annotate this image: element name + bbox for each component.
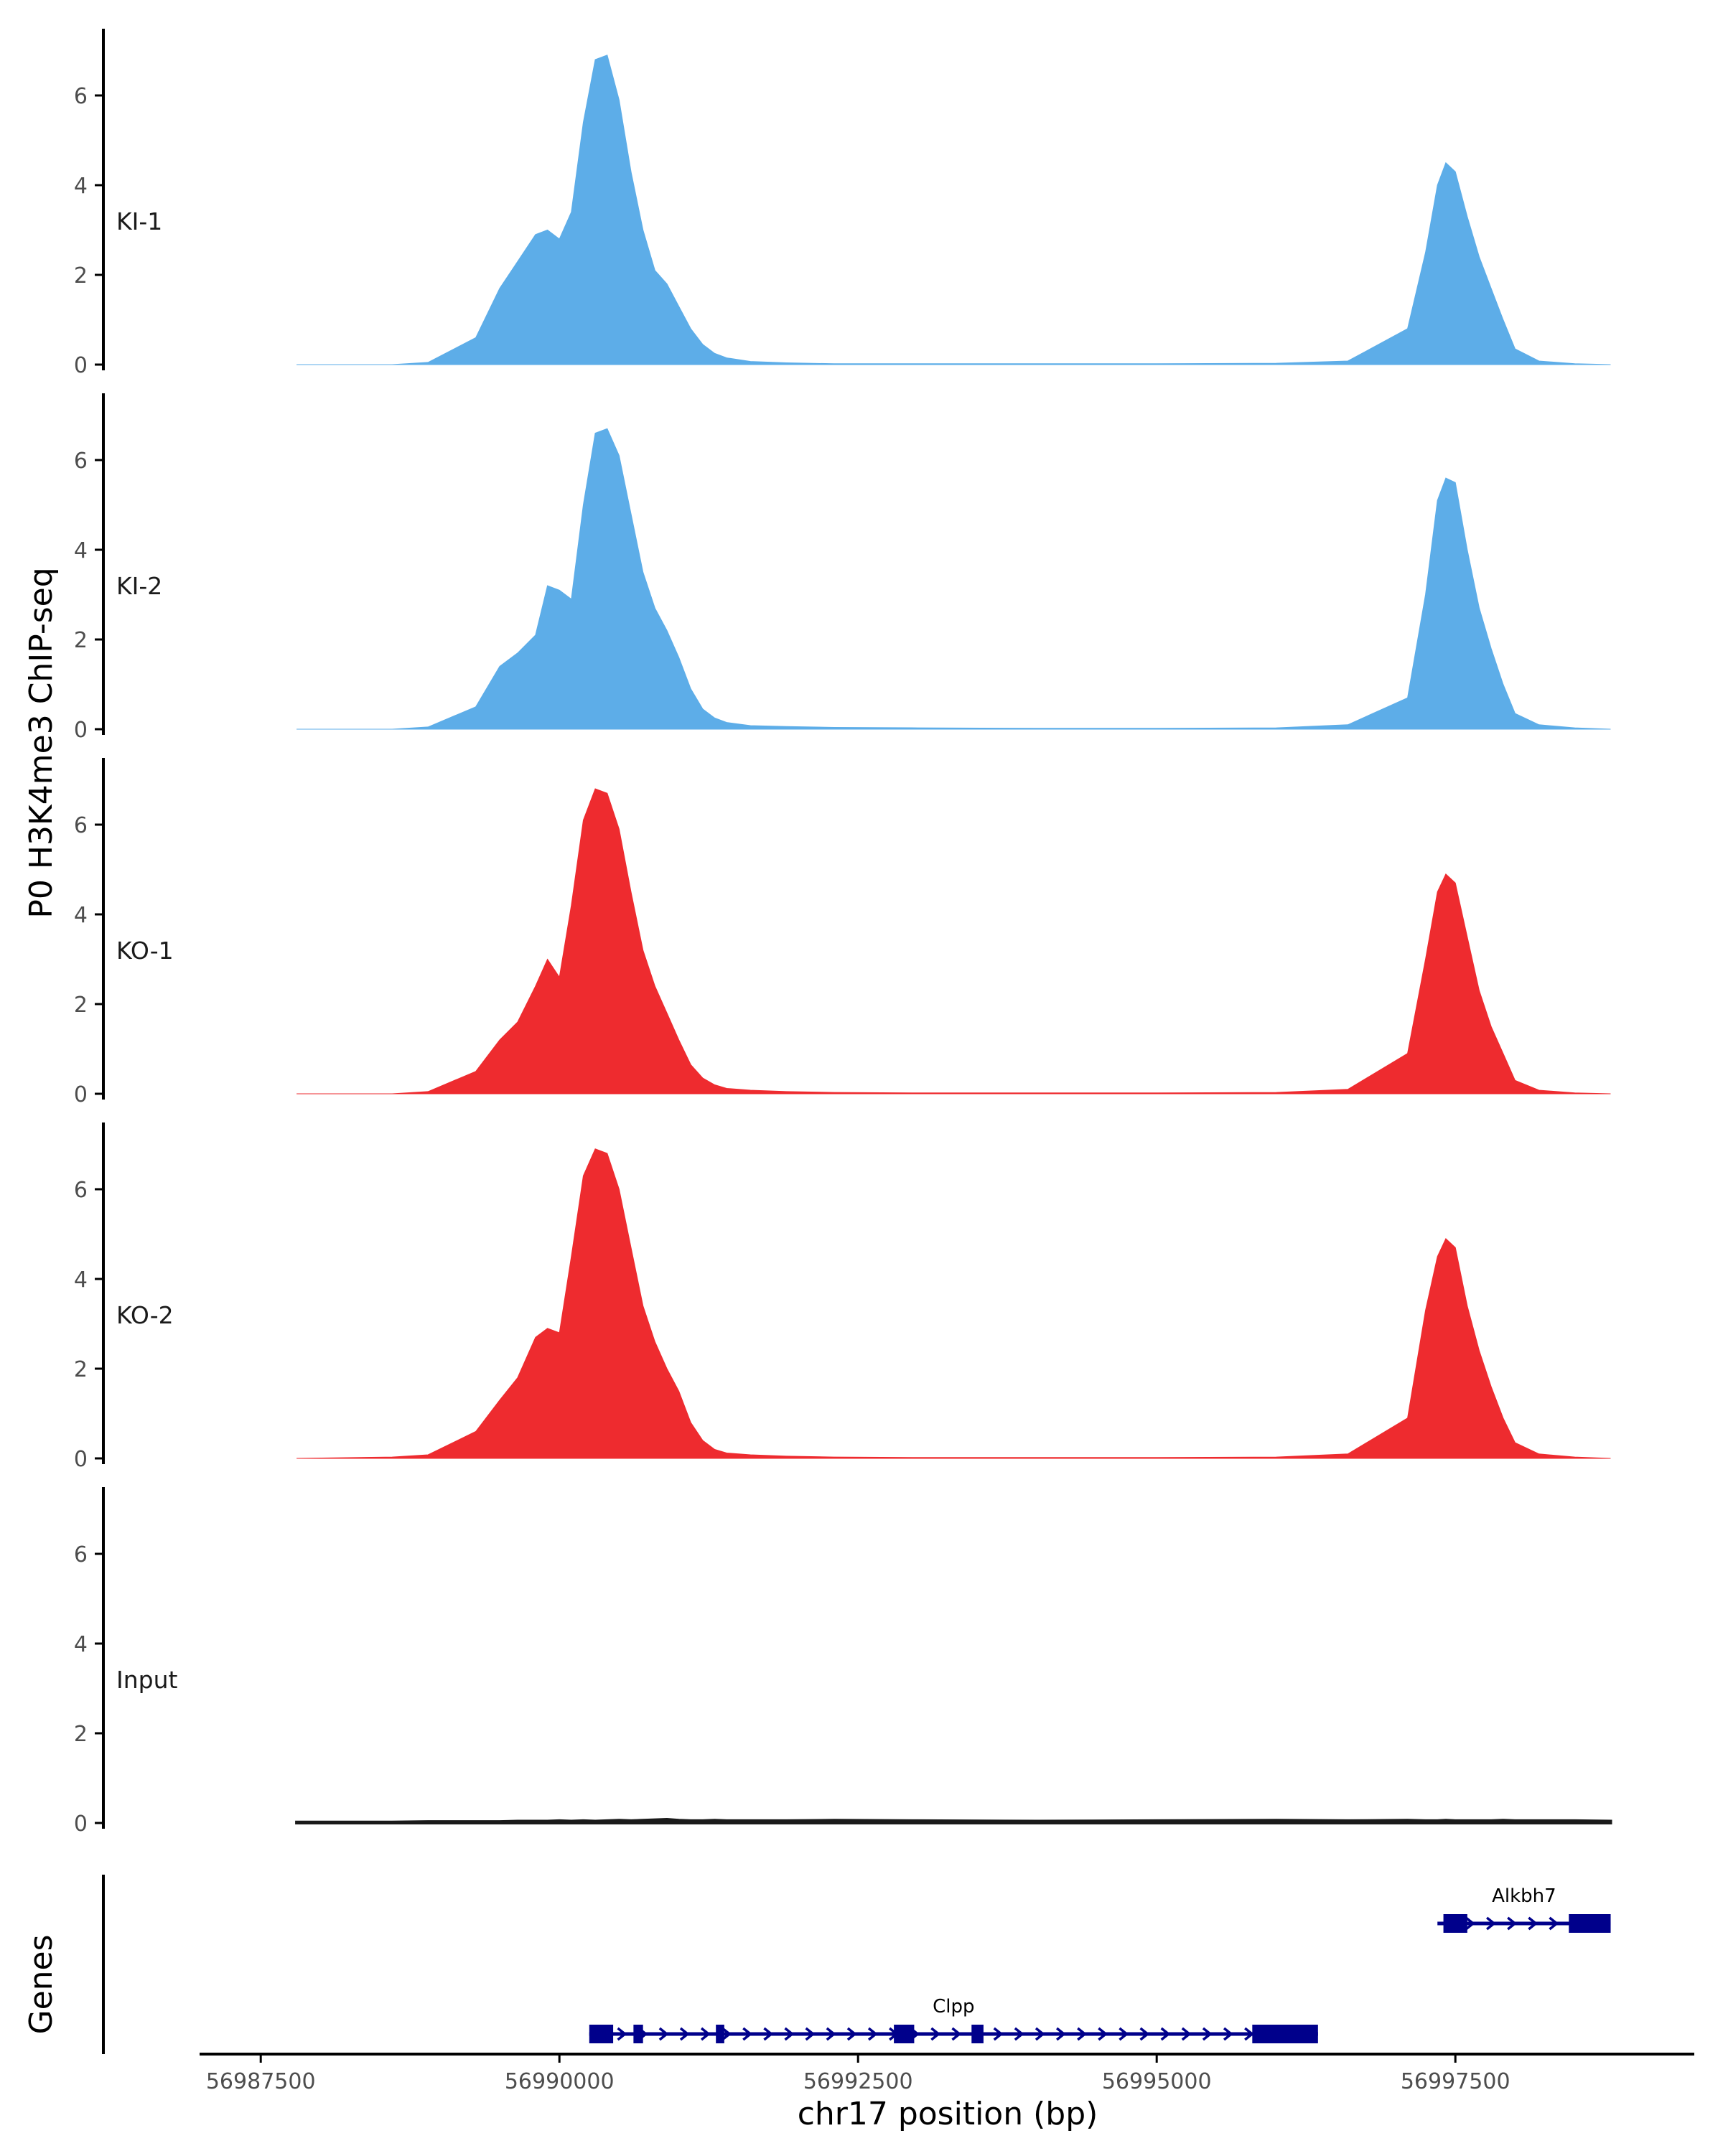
gene-exon: [1569, 1914, 1611, 1933]
y-tick-label: 0: [74, 353, 88, 378]
strand-arrow: [826, 2027, 836, 2041]
x-axis: 56987500 56990000 56992500 56995000 56997500: [200, 2053, 1694, 2094]
signal-area-ko-2: [296, 1148, 1611, 1459]
y-tick-label: 4: [74, 174, 88, 199]
x-tick-label: 56995000: [1102, 2069, 1212, 2094]
y-tick-label: 4: [74, 903, 88, 928]
strand-arrow: [617, 2027, 627, 2041]
y-tick-label: 0: [74, 1082, 88, 1107]
track-input: 0 2 4 6 Input: [74, 1487, 1612, 1837]
strand-arrow: [1244, 2027, 1254, 2041]
signal-area-ki-1: [296, 55, 1611, 365]
strand-arrow: [846, 2027, 857, 2041]
strand-arrow: [784, 2027, 795, 2041]
strand-arrow: [1160, 2027, 1171, 2041]
y-tick-label: 0: [74, 718, 88, 743]
strand-arrow: [867, 2027, 878, 2041]
track-label-ko-1: KO-1: [116, 937, 174, 965]
y-tick-label: 2: [74, 628, 88, 653]
strand-arrow: [1077, 2027, 1088, 2041]
y-tick-label: 0: [74, 1447, 88, 1472]
y-tick-label: 6: [74, 449, 88, 474]
y-axis-label: P0 H3K4me3 ChIP-seq: [23, 567, 60, 918]
gene-exon: [1252, 2025, 1318, 2043]
y-tick-label: 6: [74, 84, 88, 109]
strand-arrow: [1139, 2027, 1150, 2041]
strand-arrow: [1486, 1916, 1496, 1931]
strand-arrow: [1202, 2027, 1213, 2041]
gene-label-alkbh7: Alkbh7: [1492, 1885, 1556, 1907]
gene-exon: [971, 2025, 984, 2043]
signal-tracks: 0 2 4 6 KI-1 0 2 4 6 KI-2 0 2 4 6 KO-1 0 2 4 6 KO-2 0 2 4 6 Inpu…: [74, 29, 1612, 1837]
strand-arrow: [658, 2027, 669, 2041]
strand-arrow: [1181, 2027, 1192, 2041]
x-tick-label: 56987500: [206, 2069, 316, 2094]
track-ki-2: 0 2 4 6 KI-2: [74, 393, 1611, 743]
gene-exon: [589, 2025, 614, 2043]
y-tick-label: 2: [74, 263, 88, 289]
gene-clpp: Clpp: [589, 1996, 1318, 2043]
strand-arrow: [742, 2027, 753, 2041]
x-tick-label: 56990000: [505, 2069, 615, 2094]
y-tick-label: 4: [74, 1632, 88, 1657]
strand-arrow: [1035, 2027, 1045, 2041]
y-tick-label: 4: [74, 538, 88, 563]
gene-exon: [716, 2025, 724, 2043]
strand-arrow: [763, 2027, 774, 2041]
y-tick-label: 6: [74, 1542, 88, 1567]
strand-arrow: [951, 2027, 962, 2041]
track-label-ki-1: KI-1: [116, 207, 162, 235]
gene-alkbh7: Alkbh7: [1437, 1885, 1611, 1933]
strand-arrow: [1223, 2027, 1233, 2041]
gene-exon: [1443, 1914, 1467, 1933]
y-tick-label: 0: [74, 1811, 88, 1837]
strand-arrow: [993, 2027, 1004, 2041]
track-ko-2: 0 2 4 6 KO-2: [74, 1122, 1611, 1472]
gene-annotation-track: Clpp Alkbh7: [102, 1875, 1611, 2054]
strand-arrow: [700, 2027, 711, 2041]
signal-area-input: [295, 1817, 1612, 1824]
track-label-ko-2: KO-2: [116, 1301, 174, 1329]
strand-arrow: [679, 2027, 690, 2041]
gene-exon: [894, 2025, 915, 2043]
y-tick-label: 2: [74, 993, 88, 1018]
track-label-input: Input: [116, 1666, 178, 1694]
genes-axis-label: Genes: [23, 1934, 60, 2034]
strand-arrow: [1528, 1916, 1538, 1931]
strand-arrow: [1119, 2027, 1129, 2041]
strand-arrow: [1014, 2027, 1024, 2041]
signal-area-ko-1: [296, 788, 1611, 1095]
strand-arrow: [1507, 1916, 1518, 1931]
strand-arrow: [930, 2027, 941, 2041]
y-tick-label: 2: [74, 1722, 88, 1747]
signal-area-ki-2: [296, 428, 1611, 730]
strand-arrow: [1465, 1916, 1475, 1931]
y-tick-label: 4: [74, 1267, 88, 1293]
gene-exon: [633, 2025, 643, 2043]
strand-arrow: [1055, 2027, 1066, 2041]
gene-label-clpp: Clpp: [933, 1996, 974, 2017]
y-tick-label: 6: [74, 1178, 88, 1203]
track-label-ki-2: KI-2: [116, 572, 162, 600]
x-tick-label: 56997500: [1401, 2069, 1510, 2094]
y-tick-label: 6: [74, 813, 88, 838]
strand-arrow: [805, 2027, 816, 2041]
x-tick-label: 56992500: [803, 2069, 913, 2094]
strand-arrow: [1549, 1916, 1559, 1931]
track-ki-1: 0 2 4 6 KI-1: [74, 29, 1611, 378]
track-ko-1: 0 2 4 6 KO-1: [74, 758, 1611, 1107]
y-tick-label: 2: [74, 1357, 88, 1382]
strand-arrow: [1098, 2027, 1108, 2041]
x-axis-label: chr17 position (bp): [798, 2096, 1098, 2132]
strand-arrow: [722, 2027, 732, 2041]
